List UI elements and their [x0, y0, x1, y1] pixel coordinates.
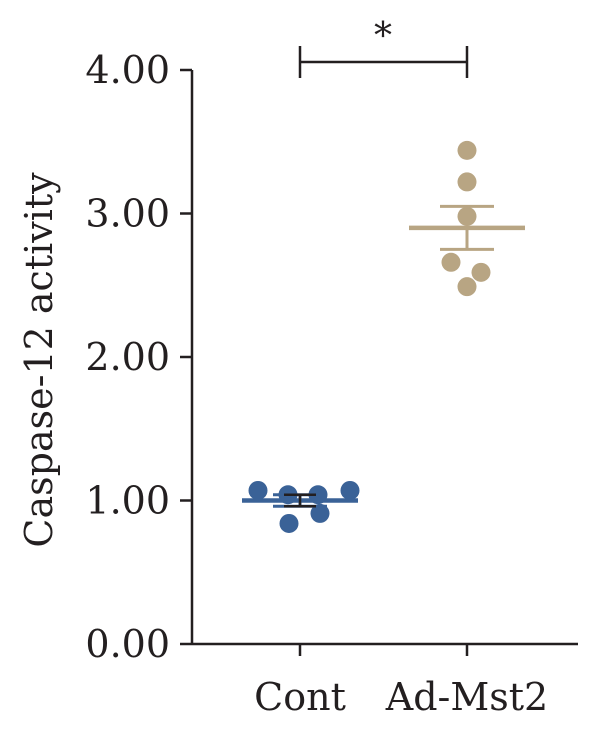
- marks: [242, 140, 525, 533]
- x-tick-label: Ad-Mst2: [385, 675, 548, 719]
- data-point: [471, 262, 491, 282]
- significance-label: *: [374, 16, 392, 57]
- y-axis-title: Caspase-12 activity: [17, 172, 61, 548]
- data-point: [457, 277, 477, 297]
- data-point: [457, 206, 477, 226]
- y-tick-label: 0.00: [85, 622, 170, 666]
- data-point: [441, 252, 461, 272]
- axes: [180, 46, 578, 656]
- data-point: [340, 480, 360, 500]
- labels: 0.00 1.00 2.00 3.00 4.00 Cont Ad-Mst2: [85, 48, 548, 719]
- data-point: [248, 480, 268, 500]
- data-point: [457, 172, 477, 192]
- y-tick-label: 3.00: [85, 192, 170, 236]
- x-tick-label: Cont: [254, 675, 346, 719]
- data-point: [279, 513, 299, 533]
- data-point: [310, 503, 330, 523]
- y-tick-label: 1.00: [85, 479, 170, 523]
- data-point: [457, 140, 477, 160]
- y-tick-label: 4.00: [85, 48, 170, 92]
- y-tick-label: 2.00: [85, 335, 170, 379]
